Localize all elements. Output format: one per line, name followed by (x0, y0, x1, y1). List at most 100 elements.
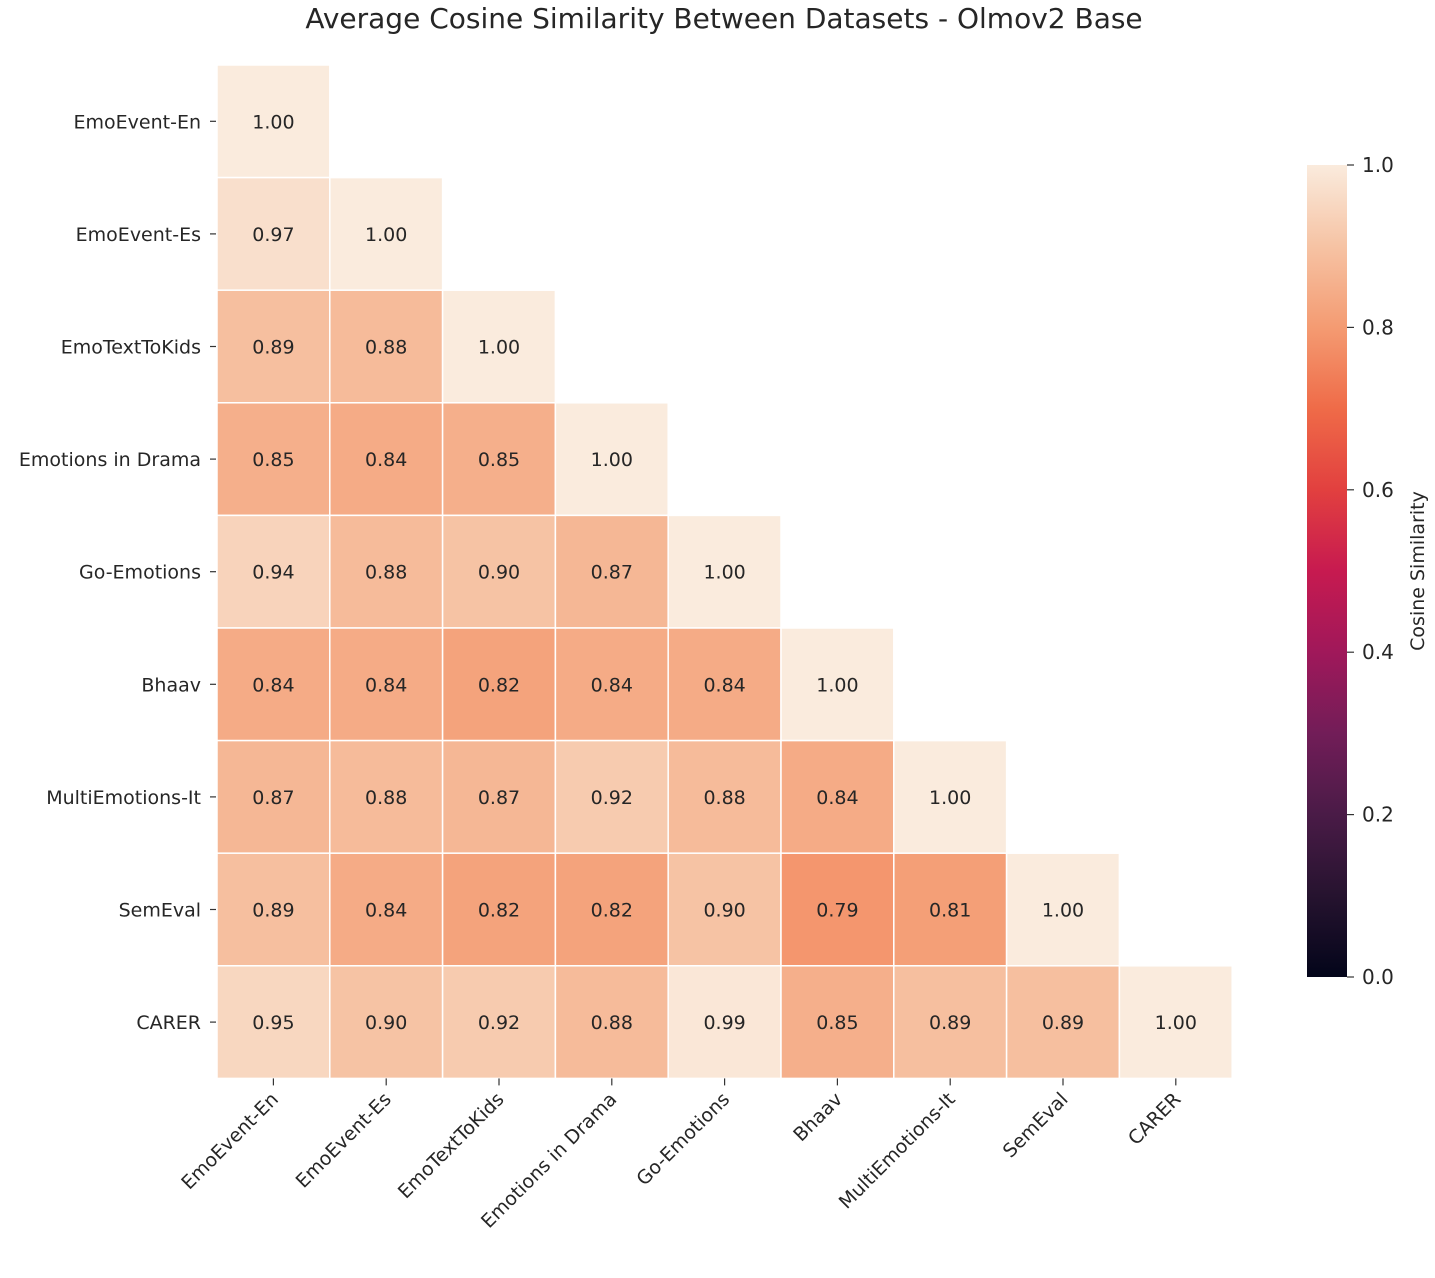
cell-value-label: 0.84 (252, 674, 294, 696)
x-tick-label: EmoEvent-En (177, 1088, 283, 1194)
cell-value-label: 0.81 (929, 900, 971, 922)
cell-value-label: 1.00 (252, 111, 294, 133)
heatmap-cell (216, 176, 331, 291)
cell-value-label: 0.82 (591, 900, 633, 922)
heatmap-cell (893, 739, 1008, 854)
heatmap-cell (329, 965, 444, 1080)
cell-value-label: 0.94 (252, 562, 294, 584)
heatmap-cell (216, 627, 331, 742)
cell-value-label: 0.88 (365, 562, 407, 584)
cell-value-label: 0.87 (591, 562, 633, 584)
heatmap-cell (329, 627, 444, 742)
colorbar-tick-label: 0.0 (1362, 965, 1394, 989)
x-tick-label: EmoTextToKids (394, 1088, 509, 1203)
cell-value-label: 0.85 (252, 449, 294, 471)
cell-value-label: 0.89 (252, 337, 294, 359)
cell-value-label: 0.84 (365, 900, 407, 922)
cell-value-label: 0.90 (478, 562, 520, 584)
cell-value-label: 1.00 (1155, 1012, 1197, 1034)
cell-value-label: 1.00 (478, 337, 520, 359)
cell-value-label: 0.88 (365, 337, 407, 359)
heatmap-cell (441, 852, 557, 967)
colorbar-tick-label: 0.2 (1362, 803, 1394, 827)
cell-value-label: 0.82 (478, 674, 520, 696)
colorbar-label: Cosine Similarity (1407, 491, 1429, 651)
y-tick-label: EmoEvent-En (74, 111, 201, 133)
y-tick-label: Bhaav (141, 674, 201, 696)
heatmap-cell (441, 289, 557, 404)
heatmap-cell (893, 965, 1008, 1080)
heatmap-cell (780, 627, 895, 742)
heatmap-cell (441, 514, 557, 629)
chart-title: Average Cosine Similarity Between Datase… (305, 2, 1142, 35)
cell-value-label: 0.89 (1042, 1012, 1084, 1034)
heatmap-cell (329, 739, 444, 854)
cell-value-label: 1.00 (1042, 900, 1084, 922)
colorbar-tick-label: 0.8 (1362, 315, 1394, 339)
cell-value-label: 1.00 (929, 787, 971, 809)
heatmap-cell (667, 514, 782, 629)
cell-value-label: 0.92 (478, 1012, 520, 1034)
heatmap-cell (1005, 852, 1121, 967)
cell-value-label: 0.88 (703, 787, 745, 809)
heatmap-cell (780, 965, 895, 1080)
x-tick-label: SemEval (999, 1088, 1073, 1162)
cell-value-label: 0.90 (703, 900, 745, 922)
cell-value-label: 0.89 (929, 1012, 971, 1034)
y-tick-label: Go-Emotions (79, 562, 201, 584)
heatmap-cell (329, 514, 444, 629)
heatmap-cell (216, 852, 331, 967)
colorbar-tick-label: 0.6 (1362, 478, 1394, 502)
heatmap-cell (329, 289, 444, 404)
cell-value-label: 0.84 (816, 787, 858, 809)
cell-value-label: 0.99 (703, 1012, 745, 1034)
cell-value-label: 0.79 (816, 900, 858, 922)
cell-value-label: 0.84 (365, 674, 407, 696)
cell-value-label: 0.87 (478, 787, 520, 809)
heatmap-cell (554, 739, 669, 854)
y-tick-label: SemEval (119, 900, 201, 922)
cell-value-label: 0.88 (591, 1012, 633, 1034)
cell-value-label: 0.87 (252, 787, 294, 809)
cell-value-label: 0.97 (252, 224, 294, 246)
cell-value-label: 1.00 (816, 674, 858, 696)
x-tick-label: Bhaav (789, 1088, 847, 1146)
y-tick-label: CARER (136, 1012, 201, 1034)
heatmap-cell (329, 176, 444, 291)
cell-value-label: 0.95 (252, 1012, 294, 1034)
heatmap-cell (554, 514, 669, 629)
cell-value-label: 1.00 (365, 224, 407, 246)
x-tick-label: Go-Emotions (632, 1088, 734, 1190)
x-tick-label: MultiEmotions-It (835, 1088, 960, 1213)
cell-value-label: 0.92 (591, 787, 633, 809)
heatmap-cell (216, 289, 331, 404)
cell-value-label: 0.84 (591, 674, 633, 696)
x-tick-label: EmoEvent-Es (292, 1088, 396, 1192)
y-tick-label: MultiEmotions-It (46, 787, 201, 809)
heatmap-cell (216, 739, 331, 854)
colorbar-tick-label: 0.4 (1362, 640, 1394, 664)
cell-value-label: 0.84 (703, 674, 745, 696)
cell-value-label: 0.88 (365, 787, 407, 809)
cell-value-label: 0.85 (478, 449, 520, 471)
cell-value-label: 1.00 (591, 449, 633, 471)
y-tick-label: Emotions in Drama (19, 449, 201, 471)
cell-value-label: 0.89 (252, 900, 294, 922)
heatmap-cell (667, 627, 782, 742)
heatmap-cell (780, 739, 895, 854)
y-tick-label: EmoTextToKids (61, 337, 201, 359)
heatmap-cell (216, 965, 331, 1080)
heatmap-cell (554, 627, 669, 742)
cell-value-label: 0.85 (816, 1012, 858, 1034)
heatmap-cell (441, 627, 557, 742)
heatmap-cell (1118, 965, 1233, 1080)
heatmap-cell (441, 965, 557, 1080)
colorbar (1307, 165, 1347, 977)
cell-value-label: 0.90 (365, 1012, 407, 1034)
heatmap-cell (554, 965, 669, 1080)
x-tick-label: CARER (1124, 1088, 1185, 1149)
heatmap-cell (329, 402, 444, 517)
heatmap-cell (216, 64, 331, 179)
heatmap-cell (893, 852, 1008, 967)
